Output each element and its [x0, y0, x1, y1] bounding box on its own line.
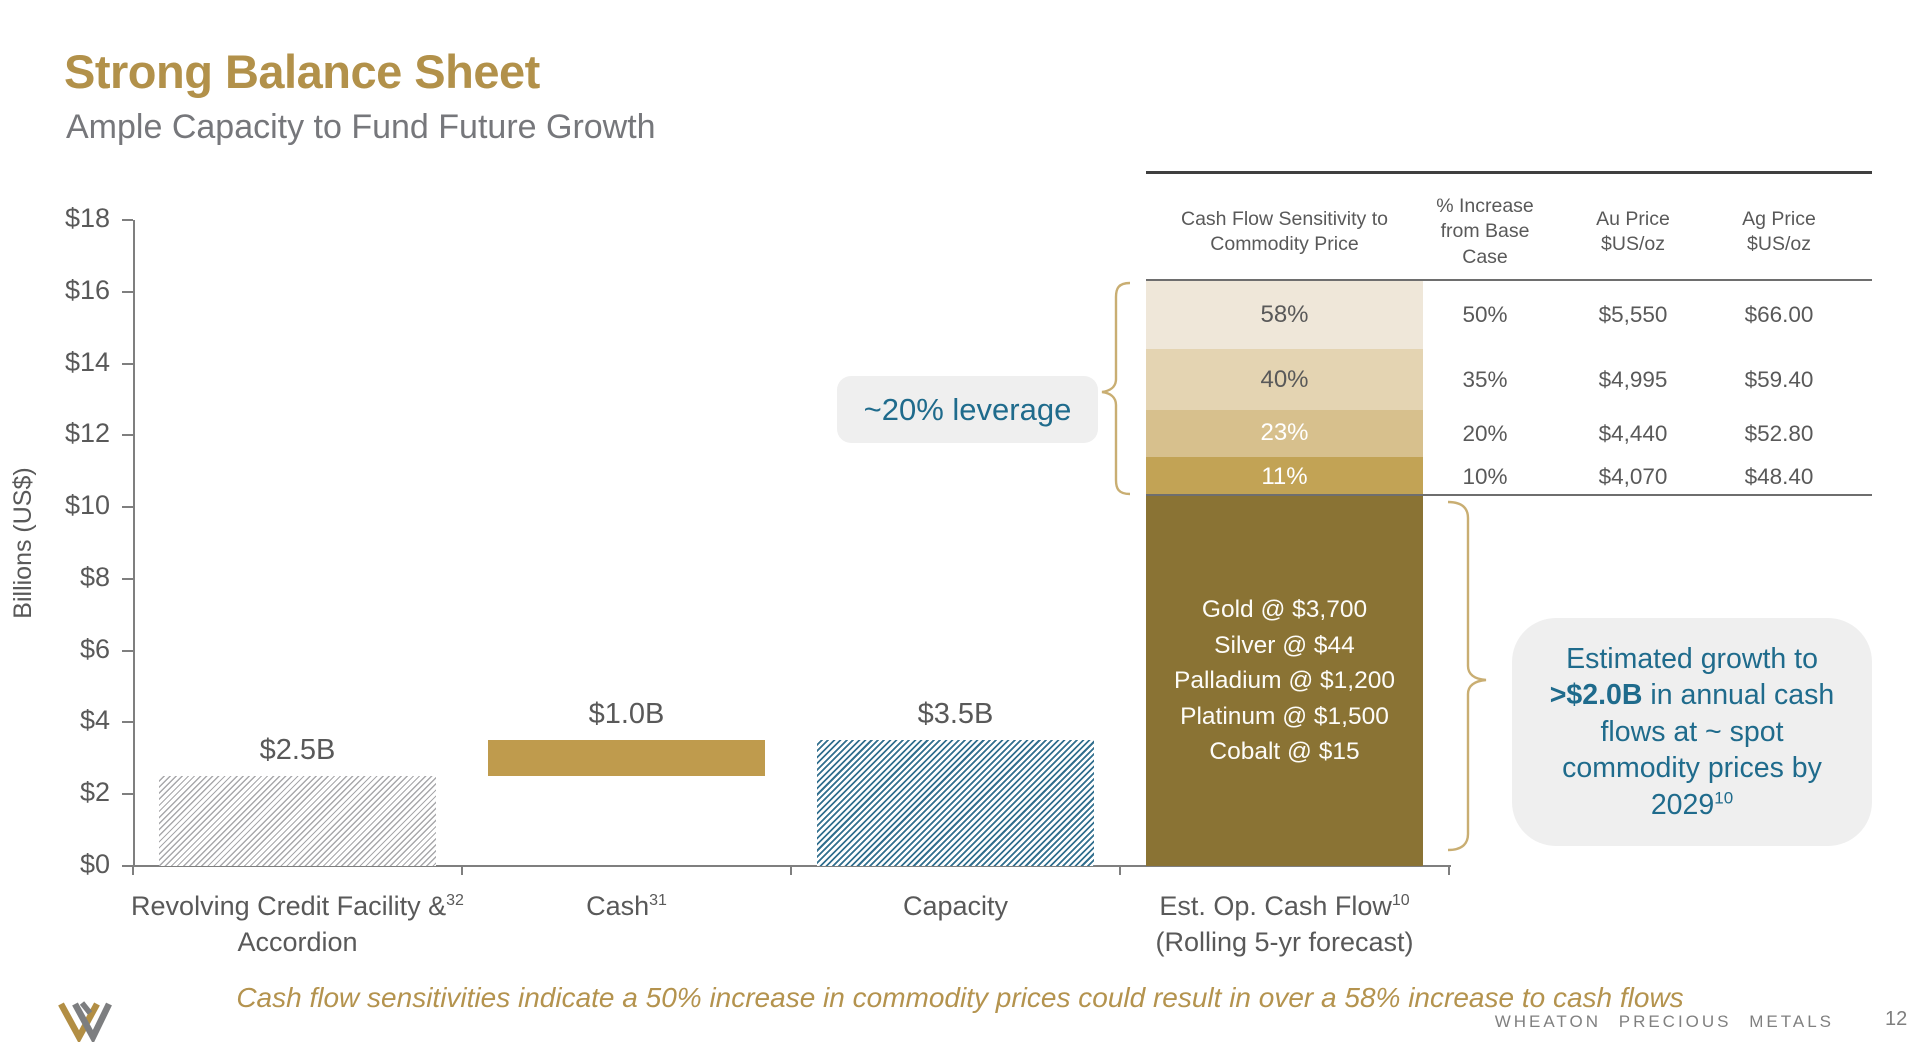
- footer-brand: WHEATON PRECIOUS METALS: [1494, 1012, 1834, 1031]
- y-tick-label: $0: [79, 849, 110, 879]
- table-top-rule: [1146, 171, 1872, 174]
- left-brace-icon: [1101, 281, 1131, 496]
- category-footnote-sup: 10: [1391, 892, 1410, 909]
- x-tick-mark: [1119, 866, 1121, 875]
- bar-value-label-revolving-credit-facility: $2.5B: [259, 734, 336, 767]
- callout-text-bold: >$2.0B: [1549, 679, 1643, 712]
- bar-segment-40%: 40%: [1146, 349, 1423, 411]
- x-tick-mark: [1448, 866, 1450, 875]
- category-label-text2: Accordion: [237, 927, 358, 958]
- table-cell: 20%: [1462, 420, 1508, 446]
- category-footnote-sup: 32: [446, 892, 464, 909]
- x-axis-line: [133, 865, 1451, 867]
- table-bottom-rule: [1146, 494, 1872, 497]
- bar-segment-58%: 58%: [1146, 281, 1423, 350]
- x-tick-mark: [461, 866, 463, 875]
- bar-est-op-cash-flow: [1146, 496, 1423, 866]
- x-tick-mark: [790, 866, 792, 875]
- category-label-text: Revolving Credit Facility &: [131, 891, 447, 921]
- bar-annotation-est-op-cash-flow: Gold @ $3,700 Silver @ $44 Palladium @ $…: [1173, 596, 1395, 766]
- leverage-label: ~20% leverage: [863, 391, 1072, 427]
- right-brace-icon: [1447, 500, 1487, 852]
- table-header-1: Cash Flow Sensitivity to Commodity Price: [1181, 207, 1388, 255]
- footer-page-number: 12: [1885, 1008, 1908, 1030]
- bar-value-label-cash: $1.0B: [588, 698, 665, 731]
- wheaton-logo-icon: [58, 1001, 112, 1042]
- page-title: Strong Balance Sheet: [64, 45, 540, 98]
- table-cell: $4,440: [1598, 420, 1668, 446]
- x-tick-mark: [132, 866, 134, 875]
- bar-cash: [488, 740, 765, 777]
- table-cell: $48.40: [1744, 463, 1814, 489]
- y-tick-mark: [122, 865, 133, 867]
- table-cell: $4,070: [1598, 463, 1668, 489]
- table-cell: $5,550: [1598, 302, 1668, 328]
- category-label-text: Capacity: [902, 891, 1009, 921]
- table-cell: $59.40: [1744, 366, 1814, 392]
- table-cell: $52.80: [1744, 420, 1814, 446]
- bar-segment-11%: 11%: [1146, 456, 1423, 497]
- y-tick-mark: [122, 649, 133, 652]
- y-tick-mark: [122, 434, 133, 437]
- table-cell: 50%: [1462, 302, 1508, 328]
- table-header-3: Au Price $US/oz: [1596, 207, 1670, 255]
- y-tick-label: $8: [79, 561, 110, 592]
- leverage-callout: ~20% leverage: [837, 376, 1098, 443]
- table-header-rule: [1146, 279, 1872, 281]
- y-axis-line: [133, 220, 135, 866]
- y-tick-mark: [122, 362, 133, 365]
- bar-segment-23%: 23%: [1146, 410, 1423, 457]
- table-cell: $4,995: [1598, 366, 1668, 392]
- y-tick-label: $14: [64, 346, 110, 377]
- table-cell: $66.00: [1744, 302, 1814, 328]
- bar-capacity: [817, 740, 1094, 866]
- category-label-text: Est. Op. Cash Flow: [1159, 891, 1392, 921]
- table-header-2: % Increase from Base Case: [1436, 194, 1534, 268]
- growth-callout-text: Estimated growth to >$2.0B in annual cas…: [1530, 641, 1854, 823]
- y-tick-label: $16: [64, 274, 110, 305]
- page-subtitle: Ample Capacity to Fund Future Growth: [66, 108, 656, 146]
- bar-revolving-credit-facility: [159, 776, 436, 866]
- y-tick-mark: [122, 290, 133, 293]
- category-label-3: Capacity: [786, 888, 1126, 924]
- y-tick-mark: [122, 793, 133, 796]
- table-cell: 35%: [1462, 366, 1508, 392]
- footnote-text: Cash flow sensitivities indicate a 50% i…: [236, 982, 1684, 1013]
- callout-text-post: in annual cash flows at ~ spot commodity…: [1562, 679, 1835, 821]
- y-tick-label: $6: [79, 633, 110, 664]
- y-tick-mark: [122, 721, 133, 724]
- y-tick-mark: [122, 219, 133, 221]
- bar-value-label-capacity: $3.5B: [917, 698, 994, 731]
- y-tick-mark: [122, 577, 133, 580]
- category-label-2: Cash31: [457, 888, 797, 924]
- y-tick-label: $10: [64, 490, 110, 521]
- y-tick-label: $12: [64, 418, 110, 449]
- category-footnote-sup: 31: [649, 892, 667, 909]
- y-tick-label: $4: [79, 705, 110, 736]
- table-cell: 10%: [1462, 463, 1508, 489]
- category-label-text: Cash: [586, 891, 650, 921]
- y-tick-label: $2: [79, 777, 110, 808]
- category-label-4: Est. Op. Cash Flow10 (Rolling 5-yr foreca…: [1115, 888, 1455, 961]
- category-label-text2: (Rolling 5-yr forecast): [1155, 927, 1414, 958]
- callout-text-pre: Estimated growth to: [1566, 642, 1818, 675]
- growth-callout: Estimated growth to >$2.0B in annual cas…: [1512, 618, 1872, 846]
- callout-footnote-sup: 10: [1714, 788, 1734, 808]
- table-header-4: Ag Price $US/oz: [1742, 207, 1816, 255]
- category-label-1: Revolving Credit Facility &32 Accordion: [128, 888, 468, 961]
- y-tick-label: $18: [64, 203, 110, 233]
- y-tick-mark: [122, 506, 133, 509]
